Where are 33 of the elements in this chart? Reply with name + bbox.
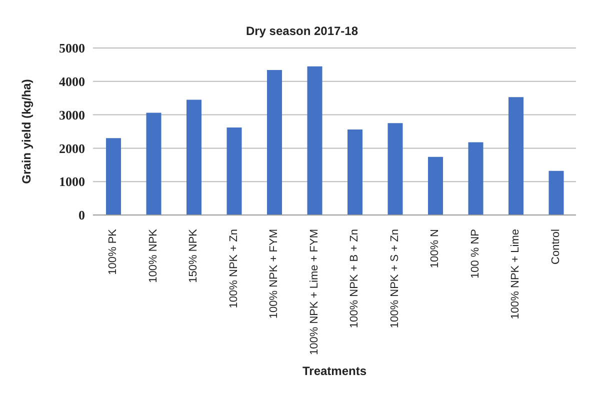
bar <box>348 129 362 215</box>
x-tick-label: Control <box>550 229 562 264</box>
y-tick-label: 2000 <box>59 140 85 156</box>
bar <box>508 97 524 215</box>
bar <box>428 156 443 215</box>
x-tick-label: 100% NPK + B + Zn <box>348 229 361 328</box>
x-tick-label: 100% NPK + FYM <box>268 229 280 319</box>
x-tick-label: 100% PK <box>107 228 120 275</box>
bar <box>548 170 564 215</box>
x-tick-label: 100% NPK + Zn <box>228 229 240 308</box>
y-tick-label: 0 <box>78 208 85 223</box>
bar <box>307 66 322 215</box>
bar <box>388 123 403 215</box>
x-tick-label: 100% NPK + Lime + FYM <box>308 229 320 355</box>
y-tick-label: 4000 <box>59 74 85 90</box>
x-tick-label: 100 % NP <box>469 229 482 279</box>
x-tick-label: 100% NPK + S + Zn <box>388 229 401 328</box>
x-tick-label: 100% NPK + Lime <box>510 229 522 320</box>
x-tick-label: 100% NPK <box>147 228 160 283</box>
y-tick-label: 1000 <box>59 174 85 190</box>
bar <box>186 100 202 215</box>
bar <box>226 127 242 215</box>
y-tick-label: 5000 <box>59 40 85 56</box>
x-tick-label: 150% NPK <box>188 228 200 283</box>
bar <box>468 142 484 215</box>
bar <box>267 70 282 215</box>
bar <box>106 138 121 215</box>
bar <box>146 112 162 215</box>
x-axis-title: Treatments <box>302 364 367 378</box>
y-tick-label: 3000 <box>59 107 85 122</box>
y-axis-title: Grain yield (kg/ha) <box>19 79 34 184</box>
chart-title: Dry season 2017-18 <box>244 24 360 38</box>
x-tick-label: 100% N <box>429 228 442 268</box>
